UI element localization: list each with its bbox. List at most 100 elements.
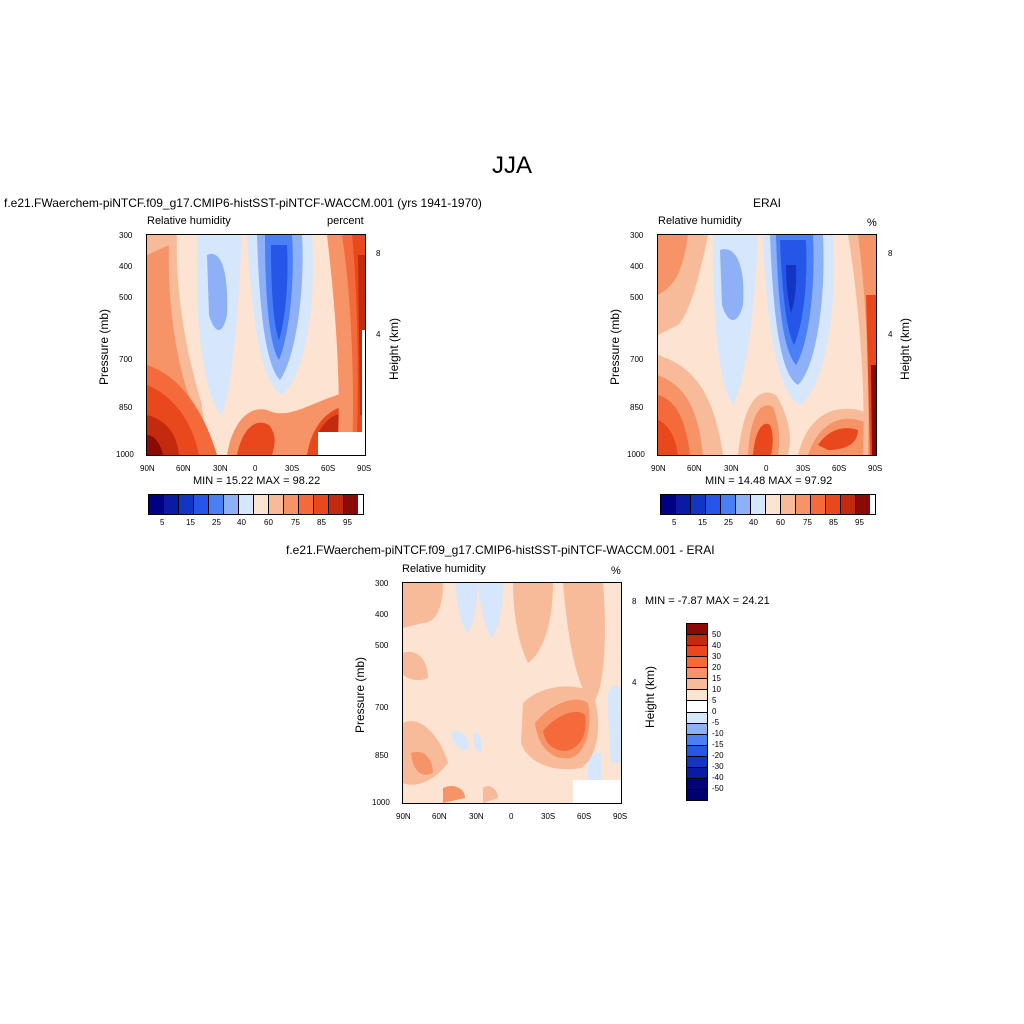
colorbar-swatch (314, 495, 329, 514)
panel-model-units-label: percent (327, 215, 364, 227)
panel-obs-xtick-60S: 60S (832, 464, 847, 473)
panel-model-xtick-60N: 60N (176, 464, 191, 473)
panel-diff-xtick-60N: 60N (432, 812, 447, 821)
panel-diff-cb-label: -30 (712, 762, 724, 771)
figure-title: JJA (491, 152, 532, 179)
panel-obs-cb-label: 95 (855, 518, 864, 527)
panel-obs-title: ERAI (753, 196, 782, 210)
panel-obs-xtick-30S: 30S (796, 464, 811, 473)
panel-diff-ytick-700: 700 (375, 703, 389, 712)
panel-diff-cb-label: 15 (712, 674, 721, 683)
panel-obs-colorbar (660, 494, 876, 515)
colorbar-swatch (687, 657, 707, 669)
panel-diff-cb-label: -40 (712, 773, 724, 782)
panel-model-ytick-500: 500 (119, 293, 133, 302)
panel-model-ytick-1000: 1000 (116, 450, 134, 459)
colorbar-swatch (687, 668, 707, 680)
colorbar-swatch (766, 495, 781, 514)
panel-obs-cb-label: 85 (829, 518, 838, 527)
colorbar-swatch (687, 789, 707, 800)
colorbar-swatch (721, 495, 736, 514)
panel-diff-ytick-1000: 1000 (372, 798, 390, 807)
panel-obs-ytick-300: 300 (630, 231, 644, 240)
panel-model-xtick-0: 0 (253, 464, 258, 473)
panel-model-cb-label: 95 (343, 518, 352, 527)
panel-obs-stats: MIN = 14.48 MAX = 97.92 (705, 475, 833, 487)
colorbar-swatch (687, 712, 707, 724)
panel-diff-units-label: % (611, 565, 621, 577)
colorbar-swatch (239, 495, 254, 514)
panel-diff-contours (403, 583, 621, 803)
colorbar-swatch (209, 495, 224, 514)
colorbar-swatch (661, 495, 676, 514)
panel-model-stats: MIN = 15.22 MAX = 98.22 (193, 475, 321, 487)
panel-model-ytick-400: 400 (119, 262, 133, 271)
colorbar-swatch (856, 495, 870, 514)
colorbar-swatch (687, 646, 707, 658)
panel-obs-xtick-0: 0 (764, 464, 769, 473)
colorbar-swatch (691, 495, 706, 514)
panel-diff-xtick-0: 0 (509, 812, 514, 821)
panel-diff-xtick-90N: 90N (396, 812, 411, 821)
panel-model-xtick-30S: 30S (285, 464, 300, 473)
panel-obs-xtick-90N: 90N (651, 464, 666, 473)
panel-model-cb-label: 85 (317, 518, 326, 527)
panel-diff-plot (402, 582, 622, 804)
panel-diff-xtick-30S: 30S (541, 812, 556, 821)
panel-diff-cb-label: -20 (712, 751, 724, 760)
panel-diff-cb-label: 40 (712, 641, 721, 650)
colorbar-swatch (299, 495, 314, 514)
colorbar-swatch (224, 495, 239, 514)
panel-diff-xtick-30N: 30N (469, 812, 484, 821)
colorbar-swatch (687, 679, 707, 691)
colorbar-swatch (194, 495, 209, 514)
colorbar-swatch (687, 756, 707, 768)
panel-model-htick-4: 4 (376, 330, 381, 339)
panel-obs-htick-8: 8 (888, 249, 893, 258)
colorbar-swatch (164, 495, 179, 514)
panel-model-xtick-30N: 30N (213, 464, 228, 473)
panel-obs-ytick-1000: 1000 (627, 450, 645, 459)
colorbar-swatch (329, 495, 344, 514)
panel-diff-ylabel-left: Pressure (mb) (353, 656, 367, 733)
panel-diff-cb-label: 0 (712, 707, 717, 716)
panel-model-cb-label: 40 (237, 518, 246, 527)
panel-diff-cb-label: -50 (712, 784, 724, 793)
panel-diff-htick-8: 8 (632, 597, 637, 606)
panel-diff-title: f.e21.FWaerchem-piNTCF.f09_g17.CMIP6-his… (286, 543, 715, 557)
panel-obs-cb-label: 60 (776, 518, 785, 527)
colorbar-swatch (841, 495, 856, 514)
colorbar-swatch (796, 495, 811, 514)
panel-obs-cb-label: 5 (672, 518, 677, 527)
panel-obs-units-label: % (867, 217, 877, 229)
panel-diff-variable-label: Relative humidity (402, 563, 486, 575)
colorbar-swatch (781, 495, 796, 514)
colorbar-swatch (344, 495, 358, 514)
panel-model-plot (146, 234, 366, 456)
panel-model-xtick-90S: 90S (357, 464, 372, 473)
panel-model-htick-8: 8 (376, 249, 381, 258)
colorbar-swatch (826, 495, 841, 514)
panel-model-cb-label: 60 (264, 518, 273, 527)
panel-obs-ytick-400: 400 (630, 262, 644, 271)
panel-obs-contours (658, 235, 876, 455)
panel-obs-cb-label: 15 (698, 518, 707, 527)
panel-diff-colorbar (686, 623, 708, 801)
panel-obs-xtick-60N: 60N (687, 464, 702, 473)
panel-model-xtick-60S: 60S (321, 464, 336, 473)
panel-diff-ytick-500: 500 (375, 641, 389, 650)
colorbar-swatch (811, 495, 826, 514)
colorbar-swatch (736, 495, 751, 514)
colorbar-swatch (687, 624, 707, 636)
panel-diff-ytick-300: 300 (375, 579, 389, 588)
panel-diff-cb-label: -15 (712, 740, 724, 749)
panel-model-ytick-300: 300 (119, 231, 133, 240)
colorbar-swatch (687, 778, 707, 790)
panel-obs-ylabel-right: Height (km) (898, 317, 912, 380)
colorbar-swatch (254, 495, 269, 514)
panel-model-xtick-90N: 90N (140, 464, 155, 473)
panel-obs-htick-4: 4 (888, 330, 893, 339)
panel-obs-xtick-90S: 90S (868, 464, 883, 473)
colorbar-swatch (687, 690, 707, 702)
panel-diff-cb-label: 20 (712, 663, 721, 672)
